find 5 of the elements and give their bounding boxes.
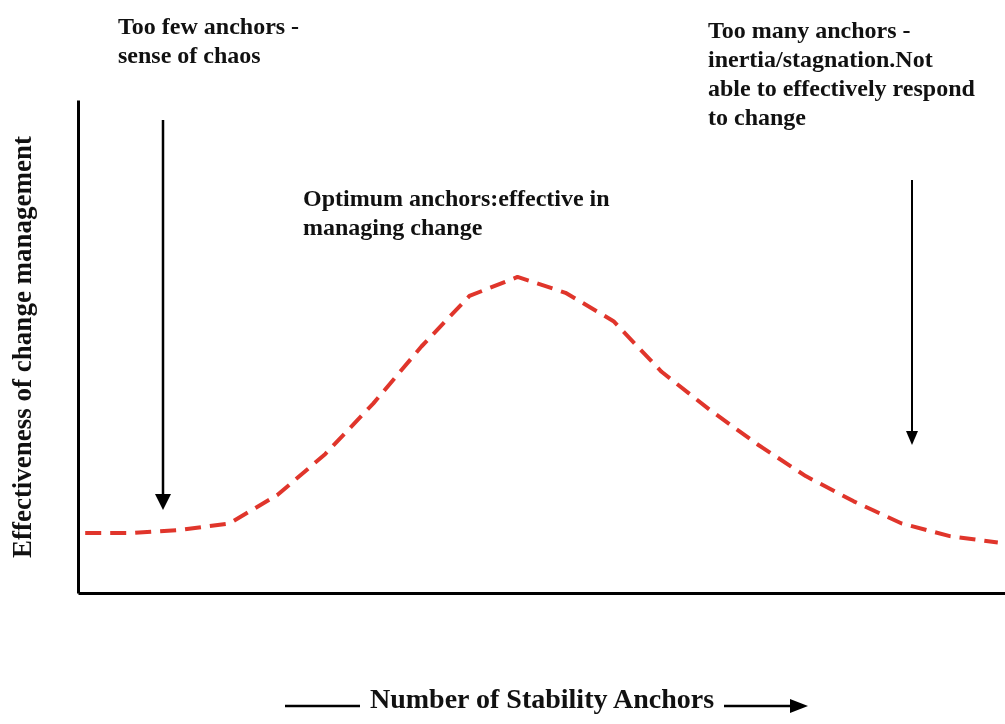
text: Optimum anchors:effective in managing change bbox=[303, 184, 611, 242]
text: Too many anchors - inertia/stagnation.Not able to effectively respond to change bbox=[708, 16, 976, 132]
y-axis-title: Effectiveness of change management bbox=[6, 135, 37, 559]
text: Too few anchors - sense of chaos bbox=[118, 12, 301, 70]
x-axis-title: Number of Stability Anchors bbox=[369, 682, 715, 714]
